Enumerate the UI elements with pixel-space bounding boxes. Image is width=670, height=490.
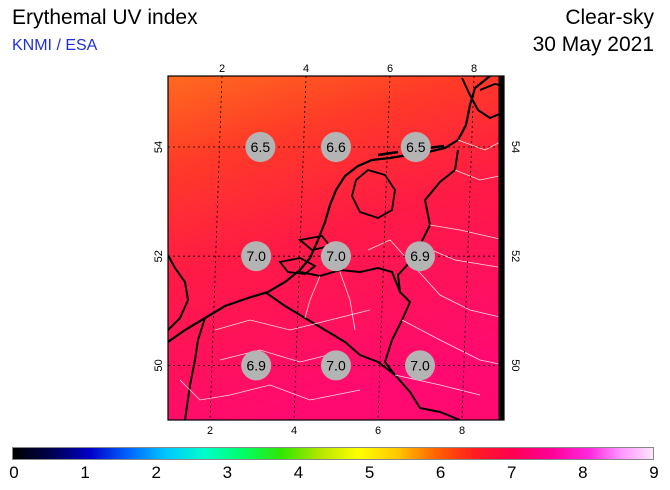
colorbar-tick-label: 2 bbox=[151, 463, 161, 482]
uv-value-label: 7.0 bbox=[246, 248, 266, 264]
meridian-line bbox=[377, 75, 391, 421]
uv-value-marker: 7.0 bbox=[241, 241, 272, 272]
uv-value-circle bbox=[321, 350, 351, 381]
lat-tick-label: 52 bbox=[509, 250, 521, 262]
uv-value-circle bbox=[405, 350, 435, 381]
rivers-and-regions bbox=[179, 139, 504, 401]
uv-value-marker: 6.5 bbox=[245, 131, 276, 162]
colorbar-tick-label: 3 bbox=[222, 463, 233, 482]
meridian-line bbox=[209, 75, 223, 421]
colorbar-tick-label: 8 bbox=[578, 463, 588, 482]
uv-value-marker: 6.5 bbox=[400, 131, 431, 162]
colorbar-tick-label: 6 bbox=[435, 463, 446, 482]
colorbar-tick-label: 0 bbox=[9, 463, 19, 482]
uv-value-label: 6.9 bbox=[246, 357, 266, 373]
meridian-line bbox=[461, 75, 475, 421]
lon-tick-label: 2 bbox=[219, 63, 225, 75]
lat-tick-label: 54 bbox=[509, 141, 521, 153]
uv-value-marker: 6.9 bbox=[241, 350, 272, 381]
uv-value-marker: 6.9 bbox=[405, 241, 435, 272]
uv-value-circle bbox=[241, 350, 272, 381]
lat-tick-label: 54 bbox=[153, 141, 165, 153]
border-be-fr bbox=[264, 291, 461, 420]
uv-value-circle bbox=[321, 241, 351, 272]
uv-value-label: 6.9 bbox=[410, 248, 430, 264]
colorbar-tick-label: 4 bbox=[293, 463, 304, 482]
graticule bbox=[168, 75, 504, 421]
coastline-france bbox=[184, 317, 206, 420]
uv-value-label: 7.0 bbox=[326, 357, 346, 373]
lon-tick-label: 4 bbox=[291, 425, 297, 437]
lat-tick-label: 50 bbox=[509, 359, 521, 371]
lat-ticks-left: 50 52 54 bbox=[153, 141, 165, 372]
lon-tick-label: 4 bbox=[303, 63, 309, 75]
uv-value-marker: 6.6 bbox=[321, 131, 351, 162]
data-source: KNMI / ESA bbox=[12, 37, 98, 54]
uv-value-markers: 6.5 6.6 6.5 7.0 7.0 6.9 6.9 7.0 7.0 bbox=[241, 131, 435, 381]
lon-tick-label: 2 bbox=[207, 425, 213, 437]
sky-condition: Clear-sky bbox=[565, 6, 654, 29]
lon-tick-label: 6 bbox=[375, 425, 381, 437]
map-frame bbox=[167, 75, 505, 421]
uv-value-marker: 7.0 bbox=[405, 350, 435, 381]
colorbar-tick-label: 9 bbox=[649, 463, 659, 482]
coastline-uk bbox=[168, 254, 190, 331]
uv-value-circle bbox=[241, 241, 272, 272]
uv-value-circle bbox=[405, 241, 435, 272]
uv-value-label: 6.6 bbox=[326, 139, 346, 155]
meridian-line bbox=[293, 75, 307, 421]
lon-tick-label: 8 bbox=[471, 63, 477, 75]
uv-colorbar bbox=[12, 447, 654, 460]
lat-ticks-right: 50 52 54 bbox=[509, 141, 521, 372]
lat-tick-label: 52 bbox=[153, 250, 165, 262]
lake-outline bbox=[351, 169, 396, 219]
uv-value-circle bbox=[400, 131, 431, 162]
lon-ticks-top: 2 4 6 8 bbox=[219, 63, 477, 75]
uv-value-marker: 7.0 bbox=[321, 350, 351, 381]
uv-value-label: 7.0 bbox=[410, 357, 430, 373]
colorbar-tick-label: 5 bbox=[364, 463, 375, 482]
forecast-date: 30 May 2021 bbox=[532, 33, 654, 56]
lon-tick-label: 6 bbox=[387, 63, 393, 75]
uv-value-circle bbox=[321, 131, 351, 162]
uv-value-label: 6.5 bbox=[406, 139, 426, 155]
uv-value-marker: 7.0 bbox=[321, 241, 351, 272]
uv-value-label: 6.5 bbox=[251, 139, 271, 155]
lon-tick-label: 8 bbox=[459, 425, 465, 437]
colorbar-tick-label: 1 bbox=[80, 463, 90, 482]
uv-value-circle bbox=[245, 131, 276, 162]
lat-tick-label: 50 bbox=[153, 359, 165, 371]
uv-value-label: 7.0 bbox=[326, 248, 346, 264]
coastline-north bbox=[461, 77, 504, 120]
border-be-de bbox=[383, 319, 403, 376]
lon-ticks-bottom: 2 4 6 8 bbox=[207, 425, 465, 437]
chart-title: Erythemal UV index bbox=[12, 6, 198, 29]
colorbar-tick-label: 7 bbox=[507, 463, 517, 482]
